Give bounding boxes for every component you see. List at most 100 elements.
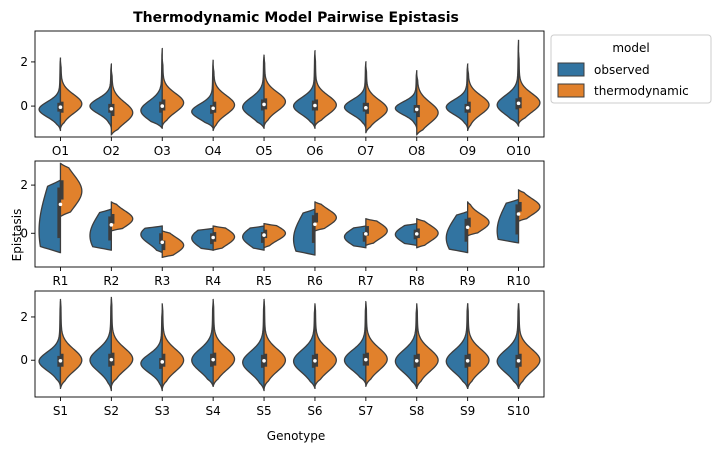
panel-1: 0 2 O1 O2 O3 O4 O5 O6 O7 O8 O9 O10	[20, 30, 545, 158]
violin-observed-R10	[496, 198, 520, 244]
median-dot-R4	[211, 235, 215, 240]
x-tick-label-R7: R7	[358, 274, 374, 288]
x-tick-label-R8: R8	[409, 274, 425, 288]
violin-observed-S9	[445, 303, 469, 390]
violin-observed-O5	[242, 54, 265, 129]
x-tick-label-R10: R10	[507, 274, 531, 288]
median-dot-R7	[364, 232, 368, 236]
chart-title: Thermodynamic Model Pairwise Epistasis	[133, 10, 459, 26]
x-tick-label-S8: S8	[409, 404, 424, 418]
violin-observed-O8	[394, 70, 418, 129]
violin-observed-S6	[292, 305, 316, 390]
axes-frame	[34, 30, 545, 138]
median-dot-O6	[313, 103, 317, 108]
median-dot-S10	[516, 358, 521, 363]
x-tick-label-R4: R4	[205, 274, 221, 288]
median-dot-O9	[465, 105, 470, 110]
violin-observed-O6	[292, 49, 316, 129]
median-dot-O7	[364, 105, 368, 110]
median-dot-R2	[109, 223, 114, 227]
median-dot-S1	[58, 358, 63, 363]
violin-observed-O3	[140, 47, 163, 129]
axes-frame	[34, 290, 545, 398]
violin-observed-O2	[89, 63, 112, 129]
violin-thermodynamic-O7	[365, 65, 388, 134]
violin-thermodynamic-O8	[416, 74, 439, 136]
median-dot-S4	[211, 357, 215, 362]
median-dot-O10	[516, 101, 521, 106]
violin-thermodynamic-O2	[110, 70, 134, 136]
median-dot-O1	[58, 105, 63, 109]
x-tick-label-O9: O9	[459, 144, 476, 158]
x-tick-label-S3: S3	[155, 404, 170, 418]
violin-thermodynamic-O1	[59, 61, 83, 129]
violin-thermodynamic-S8	[416, 303, 439, 390]
x-tick-label-R6: R6	[307, 274, 323, 288]
median-dot-S9	[465, 358, 470, 363]
median-dot-S3	[160, 360, 165, 364]
violin-observed-O9	[445, 63, 469, 129]
x-tick-label-R1: R1	[52, 274, 68, 288]
legend-frame	[550, 34, 712, 104]
violin-thermodynamic-O3	[161, 58, 185, 127]
x-tick-label-S5: S5	[256, 404, 271, 418]
legend-swatch-observed	[557, 62, 585, 77]
violin-observed-O1	[38, 57, 62, 132]
legend-swatch-thermodynamic	[557, 83, 585, 98]
x-tick-label-S7: S7	[358, 404, 373, 418]
violin-thermodynamic-S3	[161, 303, 185, 390]
legend: model observed thermodynamic	[550, 34, 712, 104]
violin-thermodynamic-S7	[365, 300, 388, 387]
violin-observed-S4	[191, 300, 214, 387]
violin-thermodynamic-O4	[212, 65, 236, 132]
violin-thermodynamic-S10	[517, 303, 541, 390]
violin-thermodynamic-S9	[467, 303, 490, 390]
median-dot-S2	[109, 357, 114, 362]
x-tick-label-S4: S4	[206, 404, 221, 418]
legend-label-observed: observed	[594, 63, 650, 77]
axes-frame	[34, 160, 545, 268]
x-tick-label-R9: R9	[460, 274, 476, 288]
x-tick-label-O8: O8	[408, 144, 425, 158]
violin-thermodynamic-R1	[59, 162, 83, 218]
median-dot-R8	[414, 232, 419, 236]
violin-observed-O4	[191, 59, 214, 129]
x-tick-label-S2: S2	[104, 404, 119, 418]
y-tick-label: 0	[20, 353, 28, 367]
violin-thermodynamic-R5	[263, 222, 287, 249]
violin-thermodynamic-S5	[263, 298, 287, 390]
median-dot-O4	[211, 106, 215, 111]
median-dot-S8	[414, 358, 419, 363]
violin-thermodynamic-R8	[416, 218, 439, 249]
violin-thermodynamic-O6	[314, 54, 337, 127]
panels: 0 2 O1 O2 O3 O4 O5 O6 O7 O8 O9 O10 0 2 R1 R2 R3 R4 R5 R6 R7 R…	[20, 30, 545, 418]
median-dot-R9	[465, 225, 470, 230]
median-dot-S7	[364, 357, 368, 362]
violin-observed-S8	[394, 305, 418, 390]
violin-observed-S3	[140, 309, 163, 392]
y-axis-label: Epistasis	[10, 209, 24, 262]
violin-observed-R8	[394, 222, 418, 246]
x-tick-label-O3: O3	[154, 144, 171, 158]
x-tick-label-O10: O10	[506, 144, 531, 158]
violin-observed-R2	[89, 208, 112, 251]
median-dot-O5	[262, 102, 266, 107]
median-dot-R10	[516, 212, 521, 216]
median-dot-O2	[109, 107, 114, 111]
violin-thermodynamic-O10	[517, 52, 541, 125]
median-dot-S6	[313, 358, 317, 363]
violin-observed-R9	[445, 210, 469, 254]
violin-thermodynamic-R3	[161, 230, 185, 259]
violin-thermodynamic-R6	[314, 201, 337, 232]
x-tick-label-S1: S1	[53, 404, 68, 418]
y-tick-label: 2	[20, 178, 28, 192]
median-dot-S5	[262, 358, 266, 363]
x-tick-label-S9: S9	[460, 404, 475, 418]
violin-observed-R4	[191, 227, 214, 251]
median-dot-R1	[58, 202, 63, 207]
violin-thermodynamic-R2	[110, 201, 134, 232]
violin-observed-R5	[242, 225, 265, 251]
violin-observed-S10	[496, 303, 520, 390]
